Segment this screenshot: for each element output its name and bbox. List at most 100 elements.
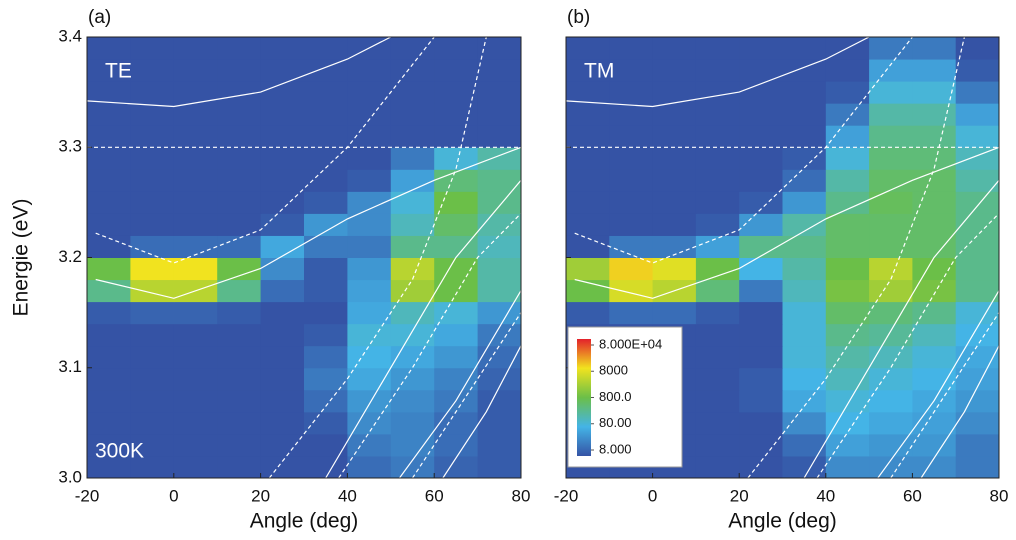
heatmap-cell xyxy=(260,345,305,369)
heatmap-cell xyxy=(87,389,131,413)
heatmap-cell xyxy=(477,433,521,457)
heatmap-cell xyxy=(347,345,392,369)
heatmap-cell xyxy=(825,433,870,457)
heatmap-cell xyxy=(782,323,827,347)
heatmap-cell xyxy=(955,103,999,126)
heatmap-cell xyxy=(955,37,999,60)
heatmap-cell xyxy=(955,411,999,435)
heatmap-cell xyxy=(609,169,654,192)
heatmap-cell xyxy=(825,103,870,126)
heatmap-cell xyxy=(782,59,827,82)
heatmap-cell xyxy=(390,125,435,148)
heatmap-cell xyxy=(477,147,521,170)
heatmap-cell xyxy=(912,235,957,258)
heatmap-cell xyxy=(652,37,697,60)
heatmap-cell xyxy=(782,411,827,435)
heatmap-cell xyxy=(217,411,262,435)
heatmap-cell xyxy=(955,389,999,413)
heatmap-cell xyxy=(695,367,740,391)
heatmap-cell xyxy=(739,257,783,281)
heatmap-cell xyxy=(304,125,348,148)
heatmap-cell xyxy=(260,235,305,258)
heatmap-cell xyxy=(695,169,740,192)
heatmap-cell xyxy=(347,235,392,258)
heatmap-cell xyxy=(347,191,392,214)
heatmap-cell xyxy=(173,257,218,281)
heatmap-cell xyxy=(869,59,913,82)
heatmap-cell xyxy=(477,389,521,413)
x-tick-label: -20 xyxy=(554,486,579,505)
heatmap-cell xyxy=(304,37,348,60)
heatmap-cell xyxy=(217,125,262,148)
x-tick-label: -20 xyxy=(75,486,100,505)
heatmap-cell xyxy=(130,411,175,435)
heatmap-cell xyxy=(347,59,392,82)
heatmap-cell xyxy=(434,59,479,82)
heatmap-cell xyxy=(955,125,999,148)
x-tick-label: 40 xyxy=(338,486,357,505)
heatmap-cell xyxy=(477,191,521,214)
heatmap-cell xyxy=(434,367,479,391)
heatmap-cell xyxy=(87,367,131,391)
heatmap-cell xyxy=(390,37,435,60)
heatmap-cell xyxy=(260,367,305,391)
x-tick-label: 80 xyxy=(990,486,1009,505)
heatmap-cell xyxy=(739,235,783,258)
heatmap-cell xyxy=(87,169,131,192)
heatmap-cell xyxy=(477,455,521,478)
heatmap-cell xyxy=(869,257,913,281)
heatmap-cell xyxy=(739,81,783,104)
heatmap-cell xyxy=(217,81,262,104)
heatmap-cell xyxy=(869,433,913,457)
heatmap-cell xyxy=(695,235,740,258)
heatmap-cell xyxy=(260,103,305,126)
heatmap-cell xyxy=(217,235,262,258)
heatmap-cell xyxy=(87,81,131,104)
heatmap-cell xyxy=(390,169,435,192)
heatmap-cell xyxy=(695,411,740,435)
heatmap-cell xyxy=(477,37,521,60)
heatmap-cell xyxy=(652,169,697,192)
heatmap-cell xyxy=(347,455,392,478)
heatmap-cell xyxy=(130,103,175,126)
heatmap-cell xyxy=(304,213,348,236)
heatmap-cell xyxy=(434,169,479,192)
heatmap-cell xyxy=(955,433,999,457)
heatmap-cell xyxy=(173,103,218,126)
heatmap-cell xyxy=(260,213,305,236)
dispersion-curve xyxy=(877,290,999,478)
x-tick-label: 0 xyxy=(648,486,657,505)
heatmap-cell xyxy=(825,323,870,347)
heatmap-cell xyxy=(869,191,913,214)
dispersion-curve xyxy=(574,146,999,299)
heatmap-cell xyxy=(695,301,740,325)
heatmap-cell xyxy=(477,257,521,281)
dispersion-curve xyxy=(890,312,999,478)
heatmap-cell xyxy=(304,59,348,82)
heatmap-cell xyxy=(652,213,697,236)
heatmap-cell xyxy=(955,455,999,478)
heatmap-cell xyxy=(825,59,870,82)
heatmap-cell xyxy=(390,213,435,236)
heatmap-cell xyxy=(434,103,479,126)
heatmap-cell xyxy=(782,191,827,214)
heatmap-cell xyxy=(869,323,913,347)
heatmap-cell xyxy=(566,103,610,126)
heatmap-cell xyxy=(87,147,131,170)
heatmap-cell xyxy=(260,59,305,82)
heatmap-cell xyxy=(347,147,392,170)
heatmap-cell xyxy=(477,345,521,369)
heatmap-cell xyxy=(739,455,783,478)
heatmap-cell xyxy=(347,279,392,303)
heatmap-cell xyxy=(304,279,348,303)
heatmap-cell xyxy=(217,59,262,82)
heatmap-cell xyxy=(390,367,435,391)
y-axis-title: Energie (eV) xyxy=(10,199,33,317)
heatmap-cell xyxy=(217,169,262,192)
heatmap-cell xyxy=(477,59,521,82)
annotation: TM xyxy=(584,60,614,83)
heatmap-cell xyxy=(130,301,175,325)
heatmap-cell xyxy=(304,345,348,369)
heatmap-cell xyxy=(609,37,654,60)
heatmap-cell xyxy=(130,279,175,303)
